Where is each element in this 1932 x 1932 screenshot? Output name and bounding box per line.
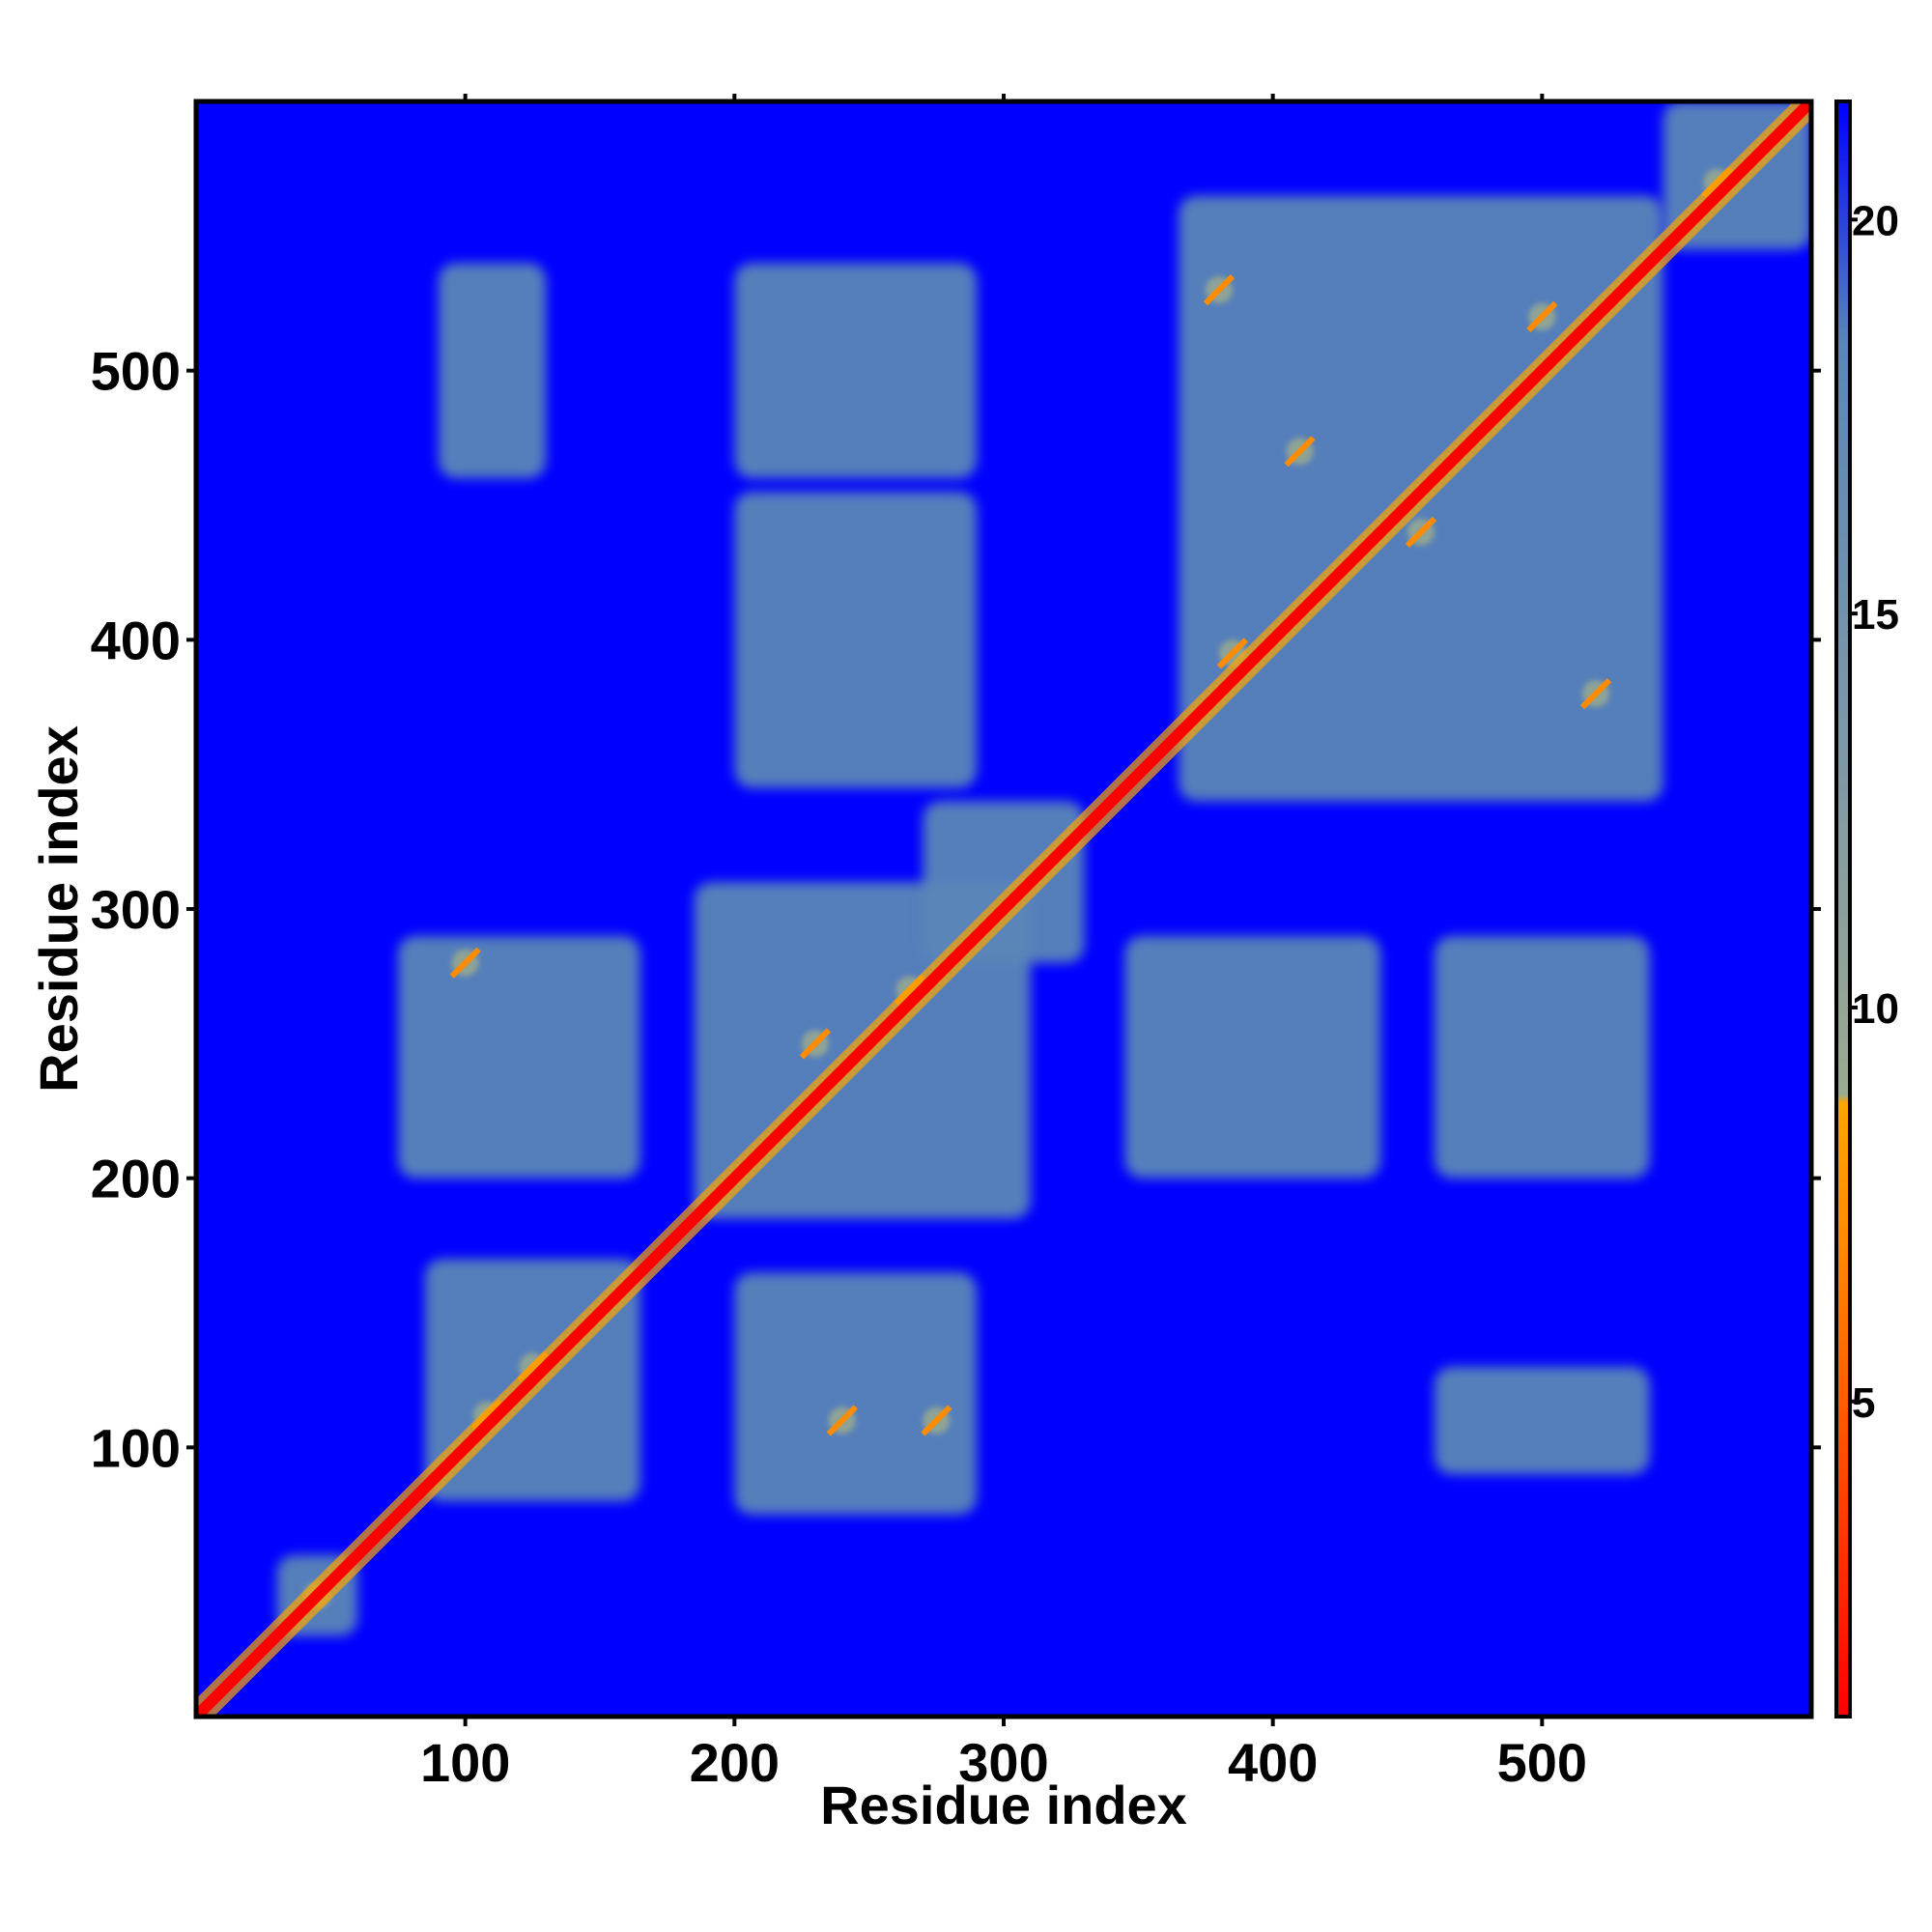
colorbar-ticks: 5 10 15 20 [1850, 197, 1899, 1427]
hot-spot-9 [1284, 436, 1316, 468]
y-tick-label-200: 200 [91, 1149, 181, 1209]
contact-block-6 [398, 935, 640, 1179]
hot-spot-7 [449, 947, 481, 979]
x-axis-ticks: 100 200 300 400 500 [420, 94, 1587, 1793]
hot-spot-4 [921, 1405, 952, 1436]
diagonal-line [196, 101, 1811, 1717]
contact-block-12 [438, 263, 547, 479]
hot-spot-11 [1526, 300, 1558, 333]
x-tick-label-400: 400 [1228, 1732, 1318, 1793]
colorbar-tick-label-20: 20 [1852, 197, 1899, 244]
x-tick-label-500: 500 [1497, 1732, 1587, 1793]
contact-block-9 [1124, 935, 1381, 1179]
contact-block-10 [1434, 935, 1650, 1179]
hot-spot-8 [1216, 638, 1248, 669]
contact-block-8 [734, 263, 978, 479]
y-tick-label-100: 100 [91, 1417, 181, 1478]
contact-block-13 [923, 801, 1085, 963]
colorbar-tick-label-10: 10 [1852, 985, 1899, 1033]
diagonal-band [196, 101, 1811, 1717]
x-tick-label-100: 100 [420, 1732, 510, 1793]
hot-spot-3 [826, 1405, 858, 1436]
x-axis-label: Residue index [820, 1775, 1187, 1835]
contact-blocks [276, 101, 1811, 1636]
colorbar-tick-label-15: 15 [1852, 591, 1899, 639]
contact-block-7 [734, 492, 978, 788]
contact-block-5 [734, 1272, 978, 1515]
y-axis-label: Residue index [28, 725, 89, 1093]
hot-spot-12 [1579, 677, 1612, 710]
hot-spot-10 [1405, 516, 1437, 548]
y-tick-label-300: 300 [91, 879, 181, 940]
y-axis-ticks: 100 200 300 400 500 [91, 341, 1821, 1478]
x-tick-label-300: 300 [958, 1732, 1048, 1793]
colorbar [1834, 99, 1852, 1719]
contact-block-11 [1434, 1366, 1650, 1475]
colorbar-tick-label-5: 5 [1852, 1379, 1875, 1427]
y-tick-label-400: 400 [91, 610, 181, 670]
y-tick-label-500: 500 [91, 341, 181, 402]
x-tick-label-200: 200 [690, 1732, 780, 1793]
hot-spot-5 [799, 1028, 832, 1060]
hot-spot-14 [1203, 273, 1236, 306]
